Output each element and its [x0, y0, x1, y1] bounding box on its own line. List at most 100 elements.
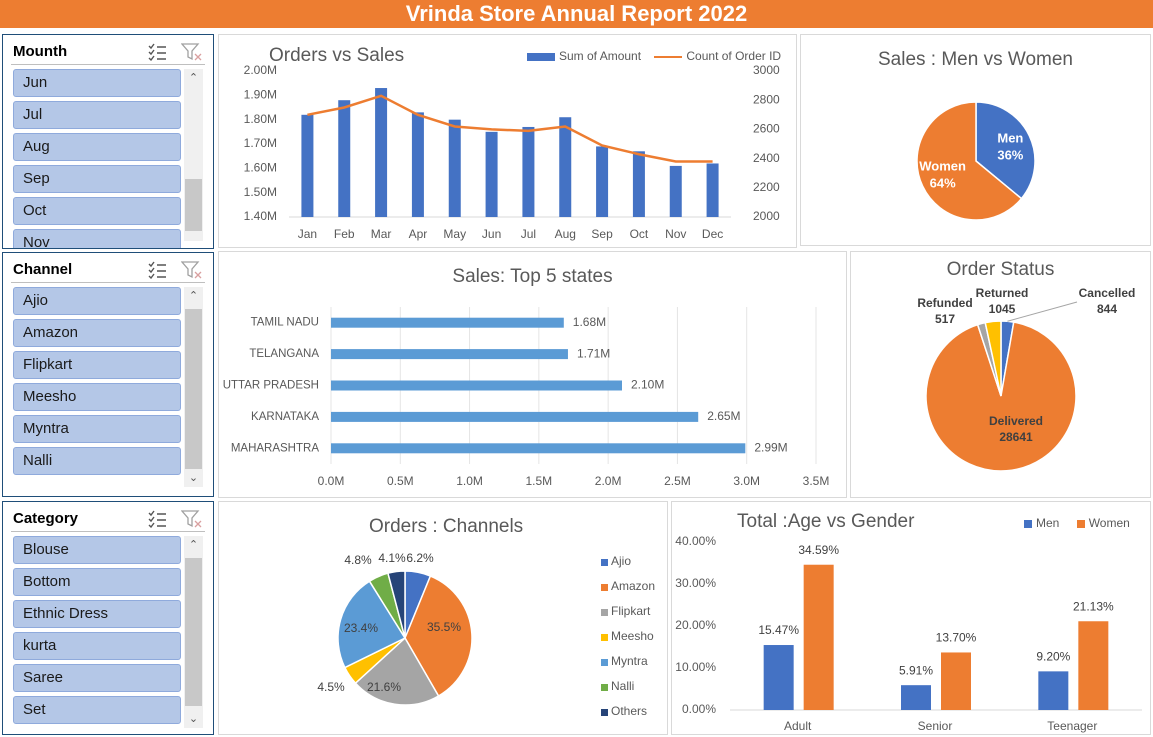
x-tick-label: 0.0M — [318, 474, 345, 488]
slicer-month[interactable]: Mounth Jun Jul Aug Sep Oct Nov ⌃ — [2, 34, 214, 249]
data-label: 4.8% — [344, 553, 372, 567]
x-tick-label: Teenager — [1047, 719, 1097, 733]
clear-filter-icon[interactable] — [181, 260, 203, 280]
legend-label: Meesho — [611, 629, 654, 643]
scroll-up-icon[interactable]: ⌃ — [188, 290, 199, 302]
x-tick-label: Feb — [334, 227, 355, 241]
multi-select-icon[interactable] — [147, 510, 167, 528]
x-tick-label: Jul — [521, 227, 536, 241]
slicer-header: Channel — [11, 259, 205, 283]
legend-swatch — [601, 609, 608, 616]
bar — [763, 645, 794, 710]
report-title: Vrinda Store Annual Report 2022 — [0, 0, 1153, 28]
legend-swatch — [601, 659, 608, 666]
y-tick-label: 10.00% — [675, 660, 716, 674]
slicer-item[interactable]: Jul — [13, 101, 181, 129]
slicer-item[interactable]: Jun — [13, 69, 181, 97]
slicer-item[interactable]: kurta — [13, 632, 181, 660]
y-tick-label-right: 2200 — [753, 180, 780, 194]
scroll-down-icon[interactable]: ⌄ — [188, 713, 199, 725]
slicer-item[interactable]: Amazon — [13, 319, 181, 347]
bar — [901, 685, 931, 710]
pie-slice — [925, 321, 1077, 472]
y-tick-label-right: 3000 — [753, 63, 780, 77]
men-vs-women-chart: Men 36% Women 64% — [916, 101, 1036, 221]
x-tick-label: Jun — [482, 227, 501, 241]
slice-value: 28641 — [999, 430, 1033, 444]
chart-legend: Men Women — [1024, 516, 1130, 530]
x-tick-label: 2.0M — [595, 474, 622, 488]
top-states-panel: 0.0M 0.5M 1.0M 1.5M 2.0M 2.5M 3.0M 3.5M TAMIL NA… — [218, 251, 847, 498]
bar — [803, 564, 834, 710]
data-label: 4.1% — [378, 551, 406, 565]
slicer-item[interactable]: Aug — [13, 133, 181, 161]
data-label: 2.99M — [754, 440, 787, 454]
slice-label: Cancelled — [1079, 286, 1136, 300]
x-tick-label: 1.0M — [456, 474, 483, 488]
bar — [1078, 621, 1109, 710]
bar — [485, 131, 498, 217]
legend-item: Sum of Amount — [527, 49, 641, 63]
bar — [301, 114, 314, 217]
slicer-item[interactable]: Myntra — [13, 415, 181, 443]
scroll-down-icon[interactable]: ⌄ — [188, 472, 199, 484]
slicer-item[interactable]: Oct — [13, 197, 181, 225]
data-label: 1.68M — [573, 315, 606, 329]
slicer-channel[interactable]: Channel Ajio Amazon Flipkart Meesho Mynt… — [2, 252, 214, 497]
slice-label: Women — [919, 158, 966, 173]
slicer-item[interactable]: Set — [13, 696, 181, 724]
bar — [669, 165, 682, 217]
slicer-scrollbar[interactable]: ⌃ — [184, 69, 203, 241]
slicer-items: Blouse Bottom Ethnic Dress kurta Saree S… — [13, 536, 181, 728]
slice-value: 1045 — [989, 302, 1016, 316]
slicer-item[interactable]: Meesho — [13, 383, 181, 411]
slicer-item[interactable]: Blouse — [13, 536, 181, 564]
multi-select-icon[interactable] — [147, 43, 167, 61]
bar — [331, 411, 699, 422]
scroll-thumb[interactable] — [185, 179, 202, 231]
slicer-item[interactable]: Saree — [13, 664, 181, 692]
slicer-title-month: Mounth — [13, 43, 68, 60]
slicer-scrollbar[interactable]: ⌃ ⌄ — [184, 536, 203, 728]
bar — [448, 119, 461, 217]
chart-title: Orders vs Sales — [269, 45, 405, 66]
x-tick-label: May — [443, 227, 466, 241]
scroll-up-icon[interactable]: ⌃ — [188, 72, 199, 84]
slicer-item[interactable]: Flipkart — [13, 351, 181, 379]
age-vs-gender-chart: 40.00% 30.00% 20.00% 10.00% 0.00% 15.47% 34.59… — [675, 534, 1142, 733]
data-label: 6.2% — [406, 551, 434, 565]
slicer-item[interactable]: Nov — [13, 229, 181, 248]
scroll-thumb[interactable] — [185, 558, 202, 706]
slicer-scrollbar[interactable]: ⌃ ⌄ — [184, 287, 203, 487]
slicer-item[interactable]: Ajio — [13, 287, 181, 315]
pie-slice — [387, 570, 406, 639]
bar — [632, 151, 645, 217]
multi-select-icon[interactable] — [147, 261, 167, 279]
clear-filter-icon[interactable] — [181, 509, 203, 529]
pie-slice — [337, 580, 407, 669]
x-tick-label: Jan — [298, 227, 317, 241]
legend-label: Ajio — [611, 554, 631, 568]
slice-value: 36% — [997, 148, 1023, 163]
slicer-item[interactable]: Bottom — [13, 568, 181, 596]
slicer-item[interactable]: Ethnic Dress — [13, 600, 181, 628]
y-tick-label: 20.00% — [675, 618, 716, 632]
slice-value: 517 — [935, 312, 955, 326]
bar — [331, 380, 622, 391]
data-label: 1.71M — [577, 346, 610, 360]
pie-slice — [916, 101, 1023, 221]
data-label: 9.20% — [1036, 650, 1070, 664]
order-status-chart: Cancelled 844 Delivered 28641 Refunded 517 Ret… — [917, 286, 1136, 472]
slicer-category[interactable]: Category Blouse Bottom Ethnic Dress kurt… — [2, 501, 214, 735]
slicer-item[interactable]: Sep — [13, 165, 181, 193]
slicer-item[interactable]: Nalli — [13, 447, 181, 475]
scroll-thumb[interactable] — [185, 309, 202, 469]
clear-filter-icon[interactable] — [181, 42, 203, 62]
y-tick-label-left: 1.90M — [244, 88, 277, 102]
scroll-up-icon[interactable]: ⌃ — [188, 539, 199, 551]
bar — [331, 443, 746, 454]
slicer-header: Mounth — [11, 41, 205, 65]
slice-label: Men — [997, 131, 1023, 146]
men-vs-women-panel: Men 36% Women 64% Sales : Men vs Women — [800, 34, 1151, 246]
data-label: 35.5% — [427, 620, 461, 634]
